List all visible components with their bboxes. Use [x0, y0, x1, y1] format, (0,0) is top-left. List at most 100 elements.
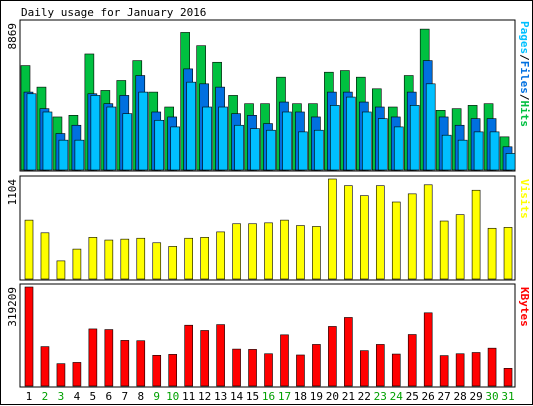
bar-kbytes-day-16	[264, 353, 273, 387]
bar-pages-day-25	[409, 105, 420, 171]
bar-pages-day-30	[489, 131, 500, 171]
bar-kbytes-day-22	[360, 350, 369, 387]
panel-frame-2	[19, 175, 516, 281]
bar-visits-day-1	[24, 219, 34, 280]
legend-part-0: Pages	[518, 21, 531, 54]
bar-kbytes-day-5	[88, 328, 98, 387]
day-label-23: 23	[374, 390, 387, 403]
y-max-label-hits-files-pages: 8869	[6, 23, 19, 50]
bar-pages-day-28	[457, 139, 468, 171]
day-label-25: 25	[406, 390, 419, 403]
bar-pages-day-17	[282, 111, 292, 171]
bar-visits-day-9	[152, 242, 162, 280]
bar-kbytes-day-10	[168, 354, 178, 387]
panel-frame-3	[19, 283, 516, 388]
bar-kbytes-day-3	[56, 363, 66, 387]
bar-pages-day-19	[314, 129, 324, 171]
bar-visits-day-19	[312, 226, 321, 280]
bar-kbytes-day-17	[280, 334, 289, 387]
bar-pages-day-12	[202, 106, 212, 171]
bar-kbytes-day-25	[407, 334, 417, 387]
bar-visits-day-22	[360, 195, 369, 280]
bar-visits-day-10	[168, 246, 178, 280]
bar-kbytes-day-2	[40, 346, 50, 387]
bar-kbytes-day-21	[344, 317, 353, 387]
bar-visits-day-23	[375, 185, 385, 280]
bar-visits-day-11	[184, 237, 193, 280]
day-label-17: 17	[278, 390, 291, 403]
bar-pages-day-15	[250, 128, 260, 171]
day-label-30: 30	[485, 390, 498, 403]
bar-kbytes-day-23	[375, 344, 385, 387]
day-label-12: 12	[198, 390, 211, 403]
chart-title: Daily usage for January 2016	[21, 6, 206, 19]
bar-kbytes-day-11	[184, 324, 193, 387]
bar-visits-day-17	[280, 219, 289, 280]
bar-pages-day-26	[425, 83, 436, 171]
bar-kbytes-day-9	[152, 354, 162, 387]
bar-pages-day-7	[122, 113, 133, 171]
bar-visits-day-27	[439, 220, 449, 280]
day-label-31: 31	[501, 390, 514, 403]
bar-visits-day-20	[328, 178, 337, 280]
bar-kbytes-day-26	[423, 312, 433, 387]
bar-visits-day-25	[407, 193, 417, 280]
day-label-1: 1	[26, 390, 33, 403]
bar-visits-day-6	[104, 239, 114, 280]
bar-visits-day-16	[264, 222, 273, 280]
day-label-16: 16	[262, 390, 275, 403]
day-label-27: 27	[438, 390, 451, 403]
day-label-20: 20	[326, 390, 339, 403]
bar-visits-day-14	[232, 223, 241, 280]
bar-visits-day-4	[72, 248, 82, 280]
bar-pages-day-1	[26, 93, 37, 171]
bar-kbytes-day-7	[120, 340, 130, 387]
bar-pages-day-31	[505, 153, 516, 171]
day-label-8: 8	[137, 390, 144, 403]
day-label-28: 28	[453, 390, 466, 403]
bar-visits-day-12	[200, 237, 209, 280]
bar-pages-day-3	[58, 139, 69, 171]
day-label-24: 24	[390, 390, 404, 403]
bar-pages-day-6	[106, 106, 117, 171]
legend-part-3: /	[518, 94, 531, 101]
bar-kbytes-day-19	[312, 344, 321, 387]
bar-visits-day-2	[40, 232, 50, 280]
day-label-5: 5	[90, 390, 97, 403]
bar-visits-day-24	[391, 201, 401, 280]
bar-pages-day-2	[42, 111, 53, 171]
bar-pages-day-29	[473, 131, 484, 171]
day-label-21: 21	[342, 390, 355, 403]
bar-pages-day-11	[186, 81, 196, 171]
y-max-label-visits: 1104	[6, 179, 19, 206]
bar-kbytes-day-18	[296, 354, 305, 387]
legend-visits: Visits	[518, 179, 531, 219]
day-label-7: 7	[121, 390, 128, 403]
day-label-14: 14	[230, 390, 244, 403]
day-label-22: 22	[358, 390, 371, 403]
bar-kbytes-day-30	[487, 347, 497, 387]
bar-pages-day-20	[330, 105, 340, 171]
legend-part-2: Files	[518, 61, 531, 94]
panel-frame-1	[19, 19, 516, 172]
bar-kbytes-day-6	[104, 329, 114, 387]
bar-pages-day-4	[74, 139, 85, 171]
bar-visits-day-13	[216, 231, 225, 280]
bar-pages-day-16	[266, 129, 276, 171]
bar-visits-day-3	[56, 260, 66, 280]
bar-visits-day-15	[248, 223, 257, 280]
bar-visits-day-8	[136, 237, 146, 280]
bar-pages-day-18	[298, 131, 308, 171]
bar-pages-day-8	[138, 91, 149, 171]
legend-part-4: Hits	[518, 101, 531, 128]
bar-pages-day-23	[377, 118, 388, 171]
bar-pages-day-13	[218, 106, 228, 171]
bar-kbytes-day-28	[455, 353, 465, 387]
legend-pages-files-hits: Pages/Files/Hits	[518, 21, 531, 127]
bar-kbytes-day-27	[439, 355, 449, 387]
day-label-9: 9	[153, 390, 160, 403]
day-label-13: 13	[214, 390, 227, 403]
bar-visits-day-29	[471, 189, 481, 280]
day-label-26: 26	[422, 390, 435, 403]
